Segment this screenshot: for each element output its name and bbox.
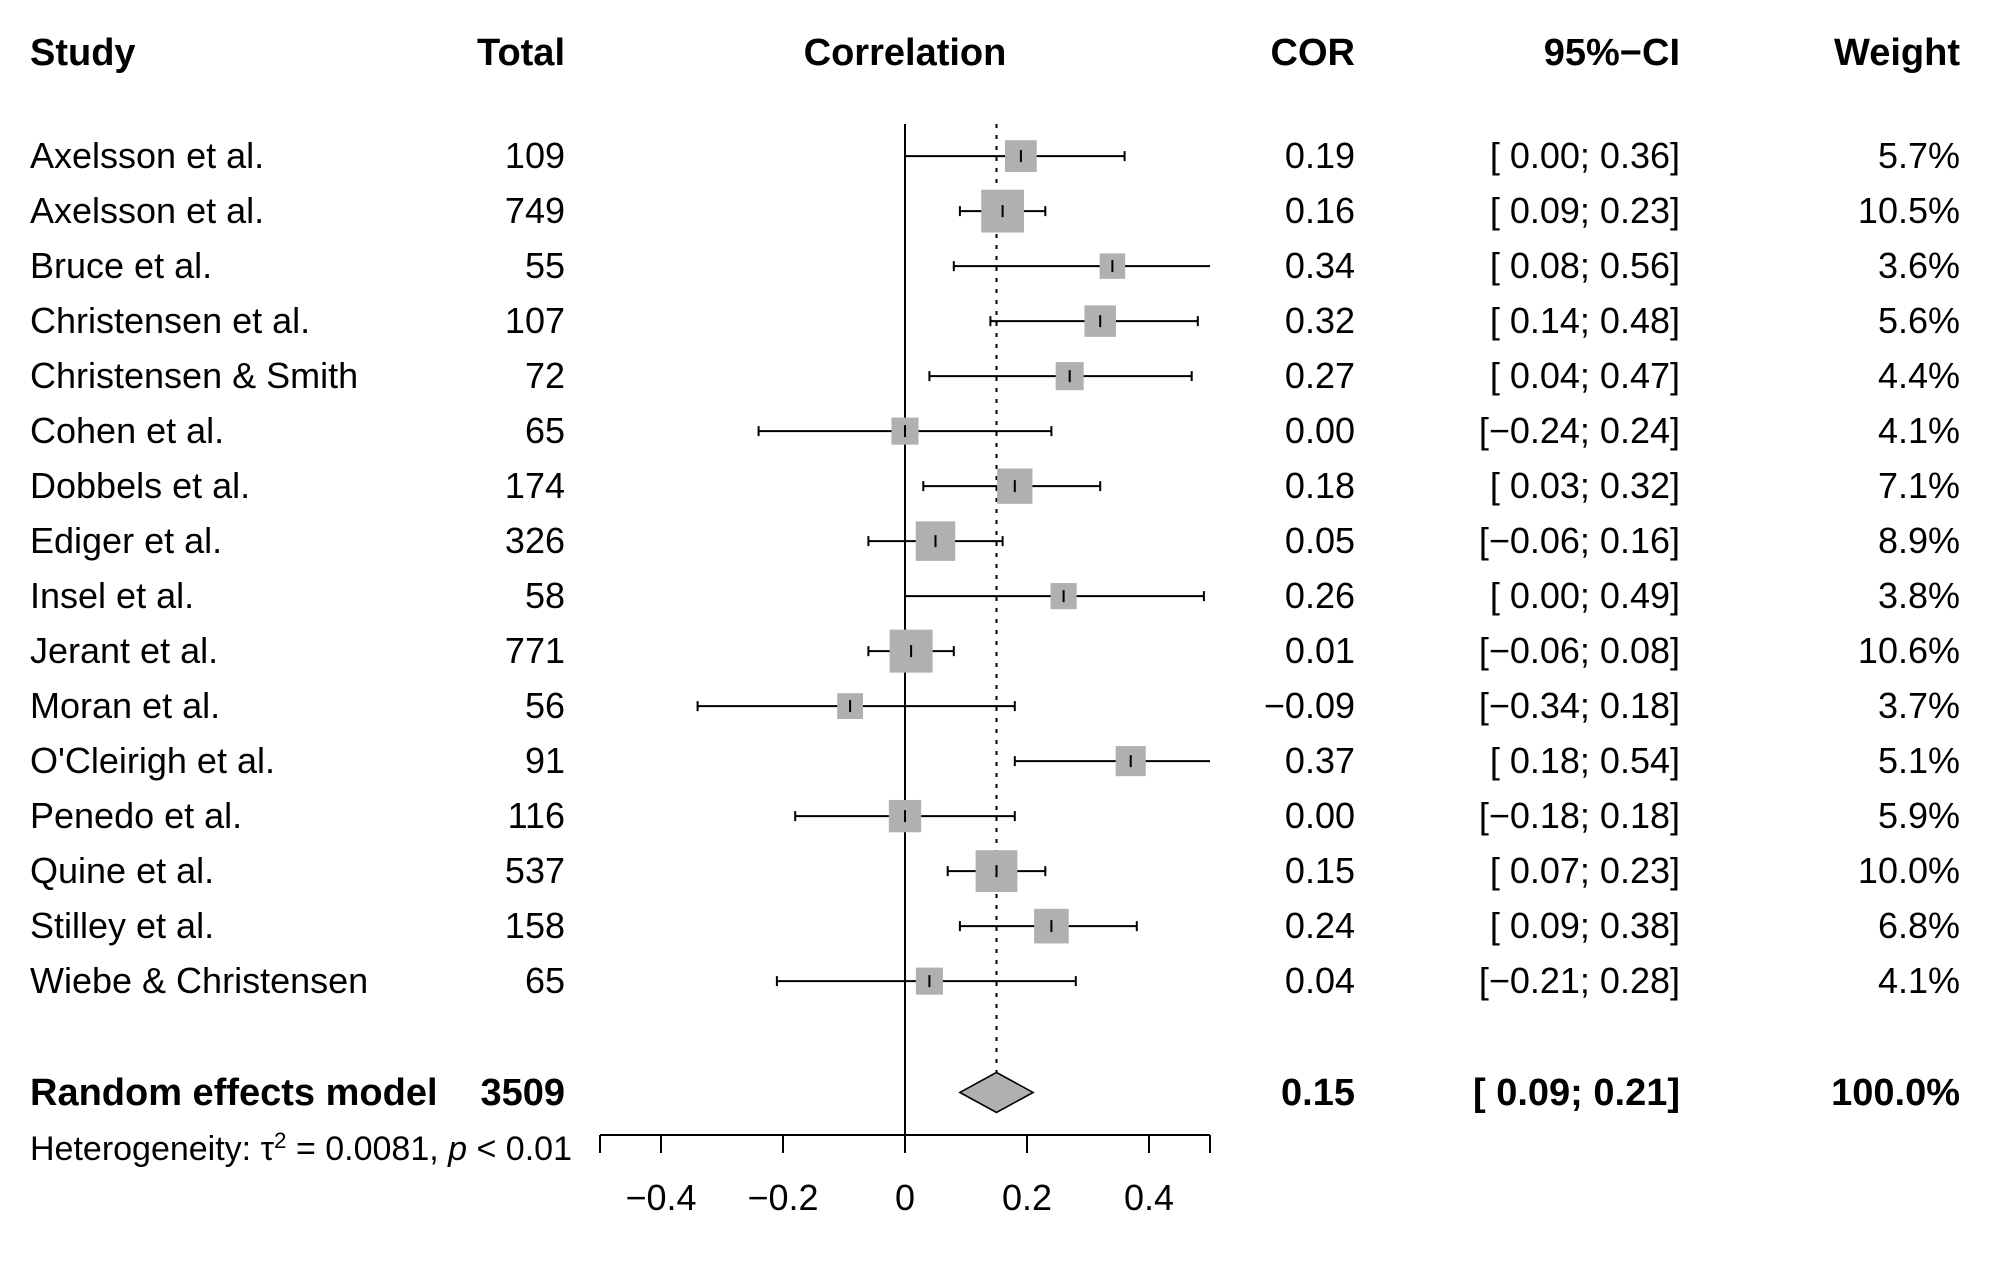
study-ci: [ 0.03; 0.32] <box>1490 465 1680 506</box>
x-tick-label: 0.2 <box>1002 1177 1052 1218</box>
study-ci: [ 0.07; 0.23] <box>1490 850 1680 891</box>
study-total: 537 <box>505 850 565 891</box>
hdr-ci: 95%−CI <box>1544 32 1680 74</box>
study-cor: 0.26 <box>1285 575 1355 616</box>
study-ci: [−0.34; 0.18] <box>1479 685 1680 726</box>
study-total: 72 <box>525 355 565 396</box>
study-ci: [ 0.00; 0.36] <box>1490 135 1680 176</box>
study-ci: [−0.24; 0.24] <box>1479 410 1680 451</box>
study-name: Axelsson et al. <box>30 190 264 231</box>
study-total: 174 <box>505 465 565 506</box>
study-ci: [ 0.00; 0.49] <box>1490 575 1680 616</box>
study-cor: 0.37 <box>1285 740 1355 781</box>
summary-diamond <box>960 1072 1033 1112</box>
study-name: Moran et al. <box>30 685 220 726</box>
x-tick-label: 0.4 <box>1124 1177 1174 1218</box>
study-name: Insel et al. <box>30 575 194 616</box>
study-name: Stilley et al. <box>30 905 214 946</box>
study-weight: 4.1% <box>1878 410 1960 451</box>
study-weight: 3.6% <box>1878 245 1960 286</box>
study-cor: 0.34 <box>1285 245 1355 286</box>
hdr-total: Total <box>477 32 565 74</box>
study-ci: [ 0.09; 0.38] <box>1490 905 1680 946</box>
study-name: Wiebe & Christensen <box>30 960 368 1001</box>
study-name: O'Cleirigh et al. <box>30 740 275 781</box>
study-ci: [ 0.04; 0.47] <box>1490 355 1680 396</box>
study-weight: 5.9% <box>1878 795 1960 836</box>
study-total: 158 <box>505 905 565 946</box>
study-total: 107 <box>505 300 565 341</box>
summary-label: Random effects model <box>30 1072 438 1114</box>
study-weight: 5.7% <box>1878 135 1960 176</box>
x-tick-label: −0.2 <box>747 1177 818 1218</box>
study-cor: −0.09 <box>1264 685 1355 726</box>
study-ci: [ 0.14; 0.48] <box>1490 300 1680 341</box>
study-cor: 0.27 <box>1285 355 1355 396</box>
study-ci: [−0.18; 0.18] <box>1479 795 1680 836</box>
study-ci: [ 0.18; 0.54] <box>1490 740 1680 781</box>
study-cor: 0.01 <box>1285 630 1355 671</box>
study-total: 771 <box>505 630 565 671</box>
study-total: 749 <box>505 190 565 231</box>
study-total: 55 <box>525 245 565 286</box>
study-name: Christensen et al. <box>30 300 310 341</box>
study-ci: [ 0.08; 0.56] <box>1490 245 1680 286</box>
study-cor: 0.04 <box>1285 960 1355 1001</box>
study-weight: 5.6% <box>1878 300 1960 341</box>
hdr-cor: COR <box>1271 32 1355 74</box>
study-ci: [−0.06; 0.08] <box>1479 630 1680 671</box>
summary-total: 3509 <box>480 1072 565 1114</box>
study-total: 58 <box>525 575 565 616</box>
study-weight: 4.1% <box>1878 960 1960 1001</box>
study-weight: 5.1% <box>1878 740 1960 781</box>
study-total: 326 <box>505 520 565 561</box>
x-tick-label: −0.4 <box>625 1177 696 1218</box>
study-cor: 0.16 <box>1285 190 1355 231</box>
study-ci: [−0.21; 0.28] <box>1479 960 1680 1001</box>
study-name: Cohen et al. <box>30 410 224 451</box>
study-name: Axelsson et al. <box>30 135 264 176</box>
study-total: 56 <box>525 685 565 726</box>
study-cor: 0.15 <box>1285 850 1355 891</box>
study-name: Christensen & Smith <box>30 355 358 396</box>
study-name: Penedo et al. <box>30 795 242 836</box>
study-total: 65 <box>525 960 565 1001</box>
study-weight: 3.7% <box>1878 685 1960 726</box>
heterogeneity-text: Heterogeneity: τ2 = 0.0081, p < 0.01 <box>30 1128 572 1169</box>
hdr-corr: Correlation <box>804 32 1007 74</box>
study-weight: 6.8% <box>1878 905 1960 946</box>
study-cor: 0.18 <box>1285 465 1355 506</box>
study-cor: 0.00 <box>1285 410 1355 451</box>
x-tick-label: 0 <box>895 1177 915 1218</box>
study-total: 91 <box>525 740 565 781</box>
study-name: Dobbels et al. <box>30 465 250 506</box>
study-cor: 0.19 <box>1285 135 1355 176</box>
study-name: Bruce et al. <box>30 245 212 286</box>
study-weight: 4.4% <box>1878 355 1960 396</box>
hdr-wt: Weight <box>1834 32 1960 74</box>
study-weight: 10.5% <box>1858 190 1960 231</box>
study-weight: 3.8% <box>1878 575 1960 616</box>
study-cor: 0.05 <box>1285 520 1355 561</box>
study-name: Jerant et al. <box>30 630 218 671</box>
study-weight: 7.1% <box>1878 465 1960 506</box>
study-name: Ediger et al. <box>30 520 222 561</box>
study-total: 109 <box>505 135 565 176</box>
study-ci: [ 0.09; 0.23] <box>1490 190 1680 231</box>
study-weight: 10.0% <box>1858 850 1960 891</box>
study-weight: 8.9% <box>1878 520 1960 561</box>
hdr-study: Study <box>30 32 136 74</box>
summary-wt: 100.0% <box>1831 1072 1960 1114</box>
study-total: 116 <box>508 795 565 836</box>
study-cor: 0.00 <box>1285 795 1355 836</box>
study-ci: [−0.06; 0.16] <box>1479 520 1680 561</box>
summary-ci: [ 0.09; 0.21] <box>1473 1072 1680 1114</box>
study-cor: 0.24 <box>1285 905 1355 946</box>
forest-plot: Study Total Correlation COR 95%−CI Weight Axel… <box>0 0 2000 1274</box>
study-name: Quine et al. <box>30 850 214 891</box>
study-weight: 10.6% <box>1858 630 1960 671</box>
study-cor: 0.32 <box>1285 300 1355 341</box>
study-total: 65 <box>525 410 565 451</box>
summary-cor: 0.15 <box>1281 1072 1355 1114</box>
